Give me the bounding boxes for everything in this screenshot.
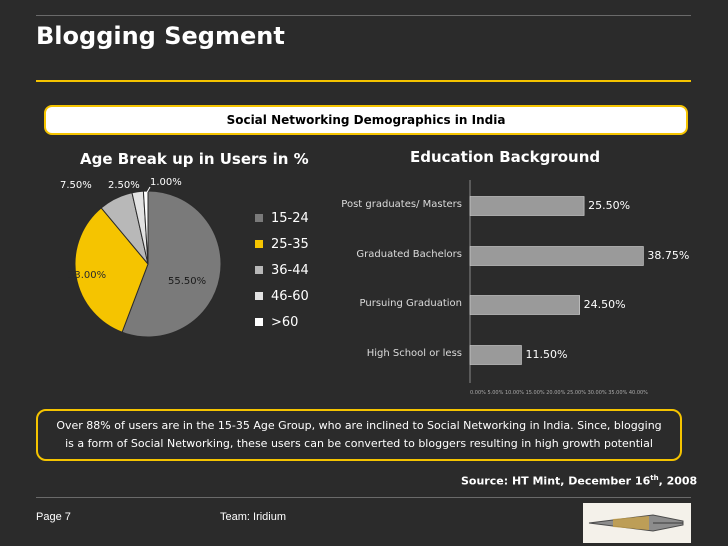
legend-item: 46-60 bbox=[255, 283, 309, 309]
legend-swatch bbox=[255, 292, 263, 300]
legend-swatch bbox=[255, 240, 263, 248]
legend-label: 46-60 bbox=[271, 288, 309, 304]
bar-3 bbox=[469, 345, 522, 365]
pie-slice-3644 bbox=[100, 192, 149, 265]
legend-label: >60 bbox=[271, 314, 299, 330]
bar-category-label: Pursuing Graduation bbox=[359, 298, 462, 309]
banner-text: Social Networking Demographics in India bbox=[226, 113, 506, 127]
note-line-1: Over 88% of users are in the 15-35 Age G… bbox=[56, 419, 662, 432]
page-title: Blogging Segment bbox=[36, 22, 285, 50]
bar-category-label: Graduated Bachelors bbox=[356, 249, 462, 260]
legend-label: 25-35 bbox=[271, 236, 309, 252]
pie-leader-line bbox=[145, 186, 151, 195]
pie-slice-4660 bbox=[131, 190, 149, 265]
pie-legend: 15-24 25-35 36-44 46-60 >60 bbox=[255, 205, 309, 335]
title-underline bbox=[36, 80, 691, 82]
legend-swatch bbox=[255, 318, 263, 326]
insight-note: Over 88% of users are in the 15-35 Age G… bbox=[36, 409, 682, 461]
source-citation: Source: HT Mint, December 16th, 2008 bbox=[461, 474, 697, 488]
pie-data-label: 1.00% bbox=[150, 177, 182, 188]
pie-chart-title: Age Break up in Users in % bbox=[80, 150, 309, 168]
bar-value-label: 24.50% bbox=[583, 298, 626, 311]
legend-item: 25-35 bbox=[255, 231, 309, 257]
pen-nib-logo-icon bbox=[583, 503, 691, 543]
pie-data-label: 2.50% bbox=[108, 180, 140, 191]
bar-chart-title: Education Background bbox=[410, 148, 601, 166]
top-divider bbox=[36, 15, 691, 16]
legend-swatch bbox=[255, 266, 263, 274]
note-line-2: is a form of Social Networking, these us… bbox=[65, 437, 653, 450]
pie-data-label: 55.50% bbox=[168, 276, 207, 287]
bar-value-label: 25.50% bbox=[588, 199, 631, 212]
pie-data-label: 7.50% bbox=[60, 180, 92, 191]
legend-item: 15-24 bbox=[255, 205, 309, 231]
pie-data-label: 33.00% bbox=[68, 270, 107, 281]
legend-item: 36-44 bbox=[255, 257, 309, 283]
bar-value-label: 11.50% bbox=[525, 348, 568, 361]
bar-1 bbox=[469, 246, 644, 266]
legend-item: >60 bbox=[255, 309, 309, 335]
page-number: Page 7 bbox=[36, 511, 71, 523]
source-prefix: Source: HT Mint, December 16 bbox=[461, 474, 651, 488]
banner: Social Networking Demographics in India bbox=[44, 105, 688, 135]
legend-label: 15-24 bbox=[271, 210, 309, 226]
pie-slice-60 bbox=[142, 190, 149, 265]
legend-label: 36-44 bbox=[271, 262, 309, 278]
pie-slice-1524 bbox=[121, 190, 222, 338]
bar-axis-ticks: 0.00% 5.00% 10.00% 15.00% 20.00% 25.00% … bbox=[470, 390, 648, 396]
team-name: Team: Iridium bbox=[220, 511, 287, 523]
bar-0 bbox=[469, 196, 585, 216]
source-sup: th bbox=[650, 474, 659, 482]
bar-value-label: 38.75% bbox=[647, 249, 690, 262]
bar-2 bbox=[469, 295, 580, 315]
bar-category-label: High School or less bbox=[366, 348, 462, 359]
source-suffix: , 2008 bbox=[658, 474, 698, 488]
bar-category-label: Post graduates/ Masters bbox=[341, 199, 462, 210]
footer-divider bbox=[36, 497, 691, 498]
legend-swatch bbox=[255, 214, 263, 222]
